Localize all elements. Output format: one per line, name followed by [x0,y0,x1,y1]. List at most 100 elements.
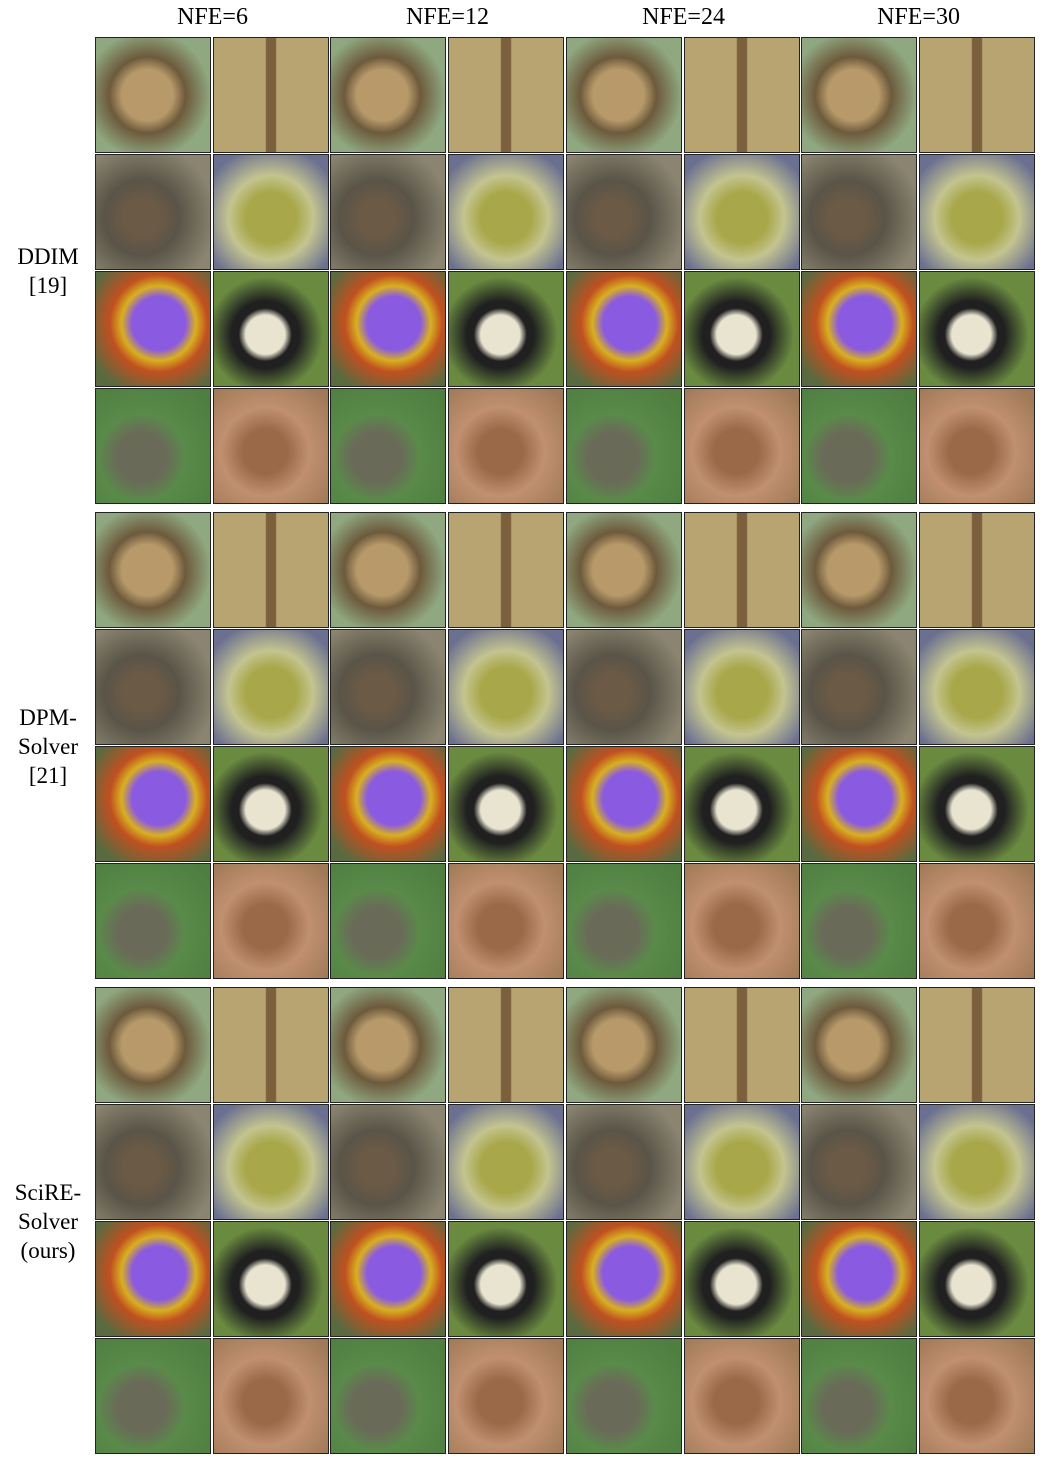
sample-image [801,863,917,979]
sample-image [566,746,682,862]
sample-image [213,1221,329,1337]
sample-image [684,154,800,270]
sample-image [330,37,446,153]
sample-image [213,271,329,387]
sample-image [448,1338,564,1454]
sample-image [330,987,446,1103]
sample-image [448,388,564,504]
column-header: NFE=12 [330,4,565,31]
sample-image [919,1221,1035,1337]
figure: NFE=6NFE=12NFE=24NFE=30DDIM[19]DPM-Solve… [0,0,1040,1458]
sample-image [95,388,211,504]
sample-image [213,154,329,270]
sample-image [448,746,564,862]
sample-image [330,746,446,862]
sample-image [213,388,329,504]
sample-image [801,154,917,270]
sample-image [448,512,564,628]
sample-image [448,987,564,1103]
sample-image [95,512,211,628]
sample-image [801,512,917,628]
label-line: DPM- [0,703,96,732]
sample-image [95,154,211,270]
sample-image [566,512,682,628]
sample-image [919,388,1035,504]
sample-image [566,388,682,504]
sample-image [566,1338,682,1454]
sample-image [684,1338,800,1454]
sample-image [801,271,917,387]
column-header: NFE=30 [801,4,1036,31]
label-line: (ours) [0,1236,96,1265]
sample-image [448,863,564,979]
sample-image [213,746,329,862]
sample-image [330,629,446,745]
method-label: SciRE-Solver(ours) [0,1178,96,1265]
label-line: [21] [0,761,96,790]
sample-image [801,1338,917,1454]
sample-image [801,1221,917,1337]
sample-image [95,1104,211,1220]
sample-image [566,1221,682,1337]
method-label: DDIM[19] [0,242,96,300]
sample-image [919,1338,1035,1454]
sample-image [95,37,211,153]
sample-image [95,271,211,387]
sample-image [330,271,446,387]
sample-image [919,271,1035,387]
sample-image [801,629,917,745]
sample-image [801,37,917,153]
sample-image [448,1221,564,1337]
label-line: [19] [0,271,96,300]
column-header: NFE=6 [95,4,330,31]
sample-image [919,746,1035,862]
sample-image [919,1104,1035,1220]
sample-image [801,1104,917,1220]
sample-image [95,746,211,862]
sample-image [801,987,917,1103]
sample-image [566,863,682,979]
sample-image [919,512,1035,628]
sample-image [448,1104,564,1220]
sample-image [919,863,1035,979]
column-header: NFE=24 [566,4,801,31]
sample-image [213,1104,329,1220]
sample-image [448,37,564,153]
sample-image [684,37,800,153]
sample-image [684,863,800,979]
sample-image [684,1221,800,1337]
sample-image [330,1338,446,1454]
sample-image [684,388,800,504]
sample-image [566,154,682,270]
sample-image [330,154,446,270]
sample-image [330,1221,446,1337]
sample-image [448,271,564,387]
sample-image [213,512,329,628]
sample-image [95,629,211,745]
sample-image [566,629,682,745]
sample-image [213,987,329,1103]
sample-image [330,1104,446,1220]
sample-image [213,863,329,979]
label-line: Solver [0,1207,96,1236]
sample-image [566,37,682,153]
sample-image [95,1221,211,1337]
label-line: SciRE- [0,1178,96,1207]
label-line: DDIM [0,242,96,271]
sample-image [566,271,682,387]
sample-image [684,746,800,862]
sample-image [919,987,1035,1103]
sample-image [213,629,329,745]
sample-image [684,512,800,628]
sample-image [684,1104,800,1220]
sample-image [801,746,917,862]
sample-image [448,154,564,270]
label-line: Solver [0,732,96,761]
sample-image [801,388,917,504]
sample-image [95,863,211,979]
sample-image [684,987,800,1103]
sample-image [330,863,446,979]
sample-image [919,154,1035,270]
sample-image [213,1338,329,1454]
sample-image [566,1104,682,1220]
